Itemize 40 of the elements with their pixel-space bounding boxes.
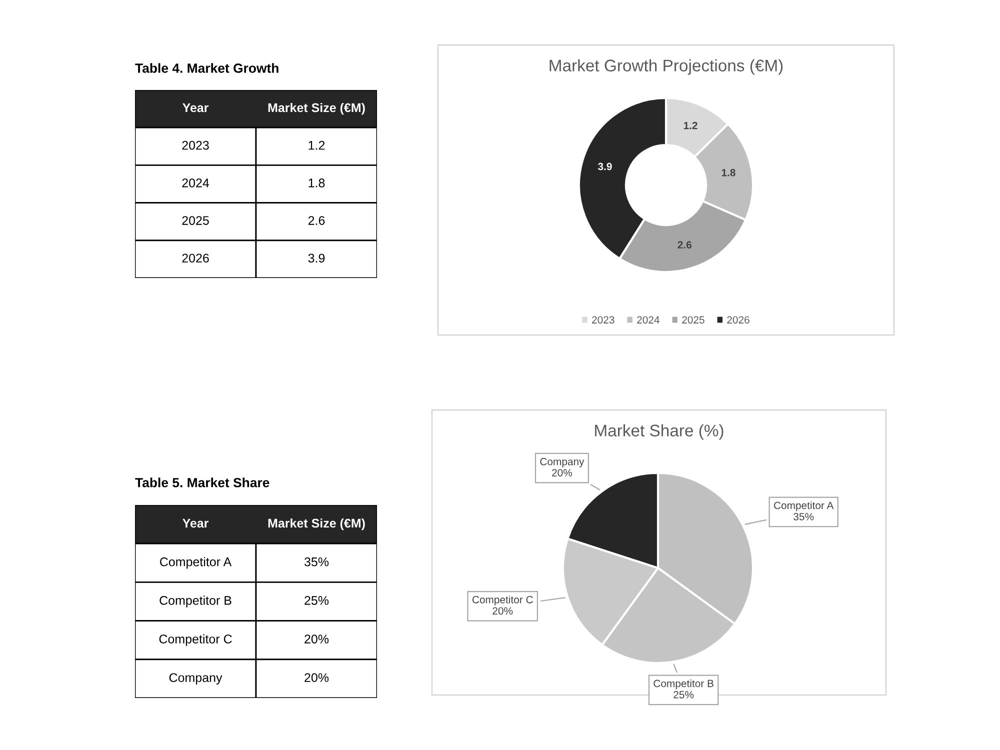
category-label: 2025 bbox=[182, 216, 209, 225]
legend-label: 2023 bbox=[592, 316, 614, 324]
legend-label: 2026 bbox=[727, 316, 750, 324]
text: Market Size (€M) bbox=[268, 102, 365, 115]
slice-label: Competitor C bbox=[472, 596, 533, 606]
data-label: 20% bbox=[492, 607, 513, 615]
data-label: 35% bbox=[794, 512, 814, 520]
text: 2.6 bbox=[308, 216, 325, 225]
caption: Table 4. Market Growth bbox=[135, 63, 278, 73]
slice-label: Company bbox=[540, 458, 584, 468]
text: 20% bbox=[304, 634, 329, 644]
data-label: 1.2 bbox=[684, 122, 698, 130]
category-label: 2026 bbox=[182, 254, 209, 263]
text: Year bbox=[182, 518, 209, 528]
text: Market Size (€M) bbox=[268, 518, 365, 530]
category-label: 2023 bbox=[182, 140, 209, 150]
data-label: 20% bbox=[552, 469, 572, 476]
data-label: 25% bbox=[674, 691, 694, 698]
legend-label: 2025 bbox=[682, 316, 704, 324]
data-label: 2.6 bbox=[678, 241, 692, 249]
caption: Table 5. Market Share bbox=[135, 478, 270, 488]
text: 25% bbox=[304, 596, 329, 605]
text: 20% bbox=[304, 673, 329, 682]
data-label: 1.8 bbox=[722, 168, 736, 176]
chart-title: Market Growth Projections (€M) bbox=[550, 59, 783, 75]
chart-title: Market Share (%) bbox=[595, 424, 724, 440]
data-label: 3.9 bbox=[598, 162, 612, 170]
text: 1.8 bbox=[308, 178, 325, 188]
text: Year bbox=[182, 103, 209, 112]
text: 35% bbox=[304, 557, 329, 566]
text: 3.9 bbox=[308, 254, 325, 263]
category-label: Company bbox=[169, 673, 222, 685]
category-label: 2024 bbox=[182, 178, 210, 188]
text: 1.2 bbox=[308, 140, 325, 150]
category-label: Competitor A bbox=[160, 557, 232, 569]
category-label: Competitor B bbox=[160, 596, 232, 608]
legend-label: 2024 bbox=[637, 316, 660, 324]
slice-label: Competitor B bbox=[654, 680, 714, 690]
category-label: Competitor C bbox=[159, 634, 232, 646]
slice-label: Competitor A bbox=[774, 501, 834, 512]
